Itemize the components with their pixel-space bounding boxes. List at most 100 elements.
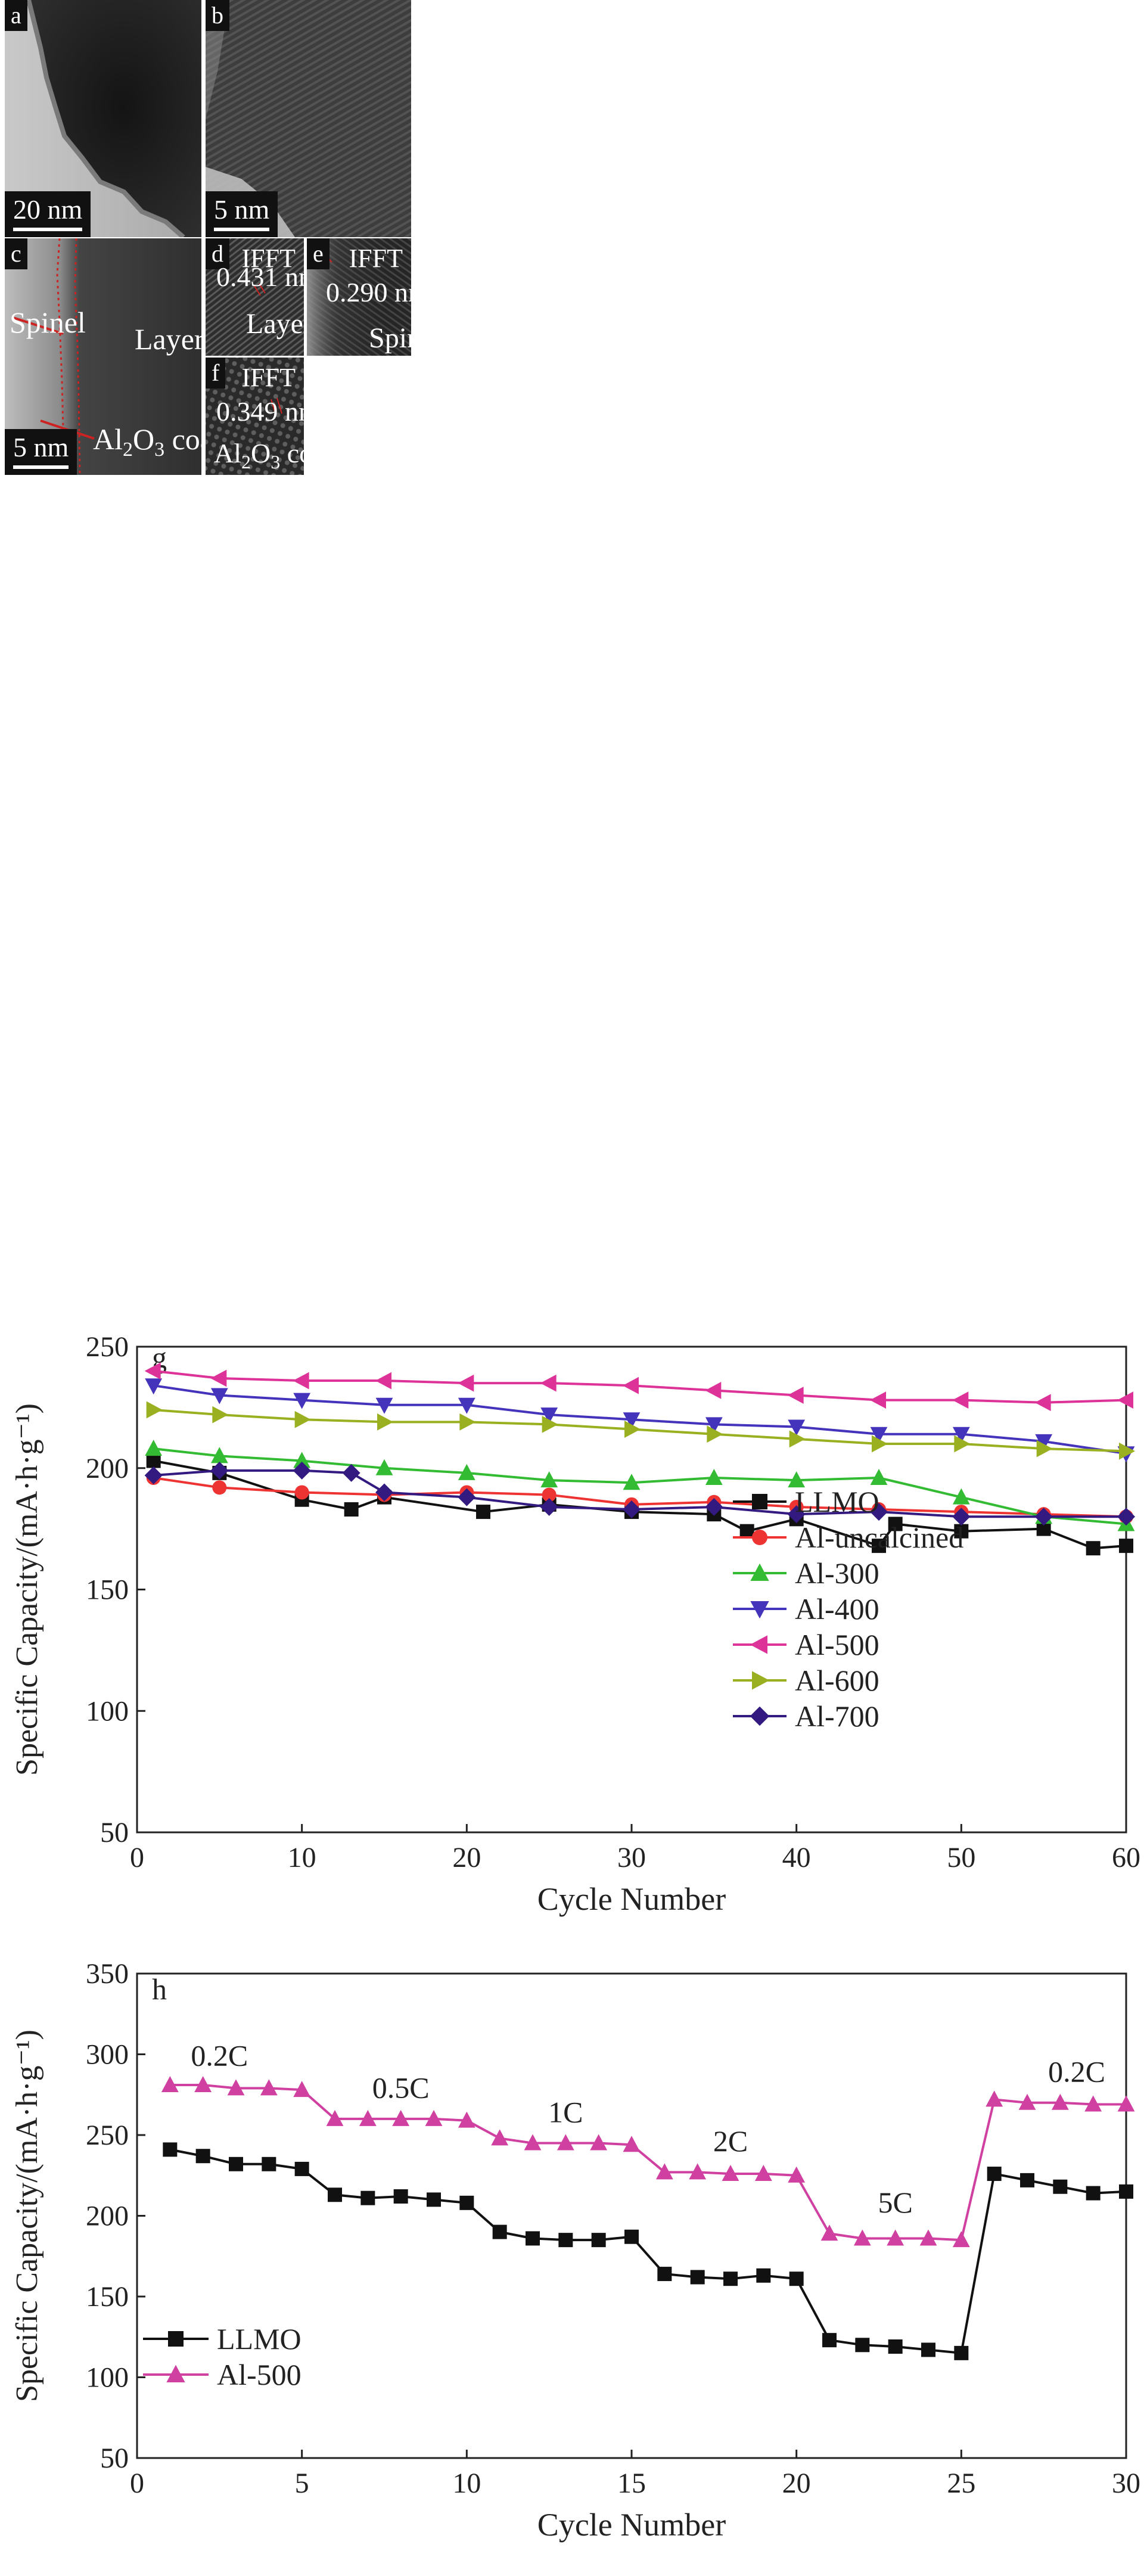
data-point: [1036, 1440, 1053, 1458]
data-point: [293, 1461, 311, 1480]
data-point: [723, 2272, 738, 2286]
data-point: [542, 1416, 558, 1433]
data-point: [146, 1453, 161, 1468]
legend-marker: [750, 1706, 770, 1726]
x-tick-label: 5: [295, 2468, 309, 2499]
data-point: [328, 2187, 342, 2202]
data-point: [1020, 2173, 1034, 2187]
data-point: [293, 1372, 309, 1390]
data-point: [1035, 1434, 1053, 1450]
spinel-arrow: [13, 316, 64, 335]
series-al-400: [145, 1378, 1135, 1463]
x-tick-label: 20: [452, 1842, 481, 1873]
legend-label: Al-700: [795, 1699, 879, 1733]
data-point: [689, 2163, 707, 2180]
coating-text-o: O: [133, 422, 155, 456]
data-point: [739, 1524, 754, 1539]
data-point: [524, 2134, 542, 2151]
data-point: [194, 2075, 212, 2092]
data-point: [1117, 1391, 1133, 1409]
data-point: [789, 2272, 804, 2286]
data-point: [590, 2134, 608, 2151]
data-point: [952, 1391, 969, 1409]
data-point: [954, 1435, 971, 1453]
data-point: [954, 2345, 969, 2360]
al2o3-coating-label-f: Al2O3 coating: [214, 437, 304, 473]
data-point: [1086, 2186, 1101, 2201]
data-point: [212, 1406, 229, 1424]
data-point: [144, 1362, 161, 1380]
series-al-500: [161, 2075, 1135, 2248]
panel-label-c: c: [5, 238, 27, 269]
al2o3-coating-label: Al2O3 coating: [93, 422, 201, 461]
legend-marker: [168, 2331, 184, 2347]
data-point: [789, 1430, 806, 1448]
scale-bar-line: [13, 465, 69, 469]
chart-g: 0 10 20 30 40 50 60 50 100 150 200 250 Cycle Number S…: [10, 1331, 1140, 1917]
series-line: [170, 2083, 1126, 2242]
data-point: [655, 2163, 673, 2180]
scale-bar-c: 5 nm: [5, 429, 77, 475]
x-tick-label: 30: [617, 1842, 646, 1873]
x-tick-label: 60: [1112, 1842, 1140, 1873]
data-point: [360, 2190, 375, 2205]
coating-sub-2: 2: [241, 451, 251, 473]
data-point: [375, 1397, 393, 1414]
rate-annotation: 0.5C: [372, 2071, 430, 2105]
data-point: [756, 2268, 771, 2283]
ifft-label-e: IFFT: [349, 244, 403, 273]
data-point: [344, 1502, 359, 1517]
y-tick-label: 200: [86, 1453, 129, 1484]
coating-text-word: coating: [172, 422, 201, 456]
coating-text-al: Al: [214, 438, 241, 468]
tem-panel-e: e IFFT 0.290 nm Spinel: [307, 238, 411, 356]
data-point: [377, 1413, 393, 1431]
x-tick-label: 15: [617, 2468, 646, 2499]
data-point: [870, 1503, 888, 1521]
data-point: [294, 1410, 311, 1428]
panel-label-a: a: [5, 0, 27, 31]
data-point: [393, 2189, 408, 2204]
data-point: [210, 1388, 228, 1404]
data-point: [293, 1393, 311, 1409]
data-point: [787, 1387, 804, 1404]
legend-marker: [750, 1601, 769, 1619]
coating-text-word: coating: [287, 438, 304, 468]
layered-label: Layered: [135, 322, 201, 356]
data-point: [542, 1487, 557, 1502]
data-point: [1117, 2095, 1135, 2112]
x-tick-label: 10: [288, 1842, 316, 1873]
data-point: [1034, 1394, 1051, 1412]
y-tick-label: 50: [100, 2443, 129, 2474]
y-tick-label: 300: [86, 2039, 129, 2071]
data-point: [1086, 1541, 1101, 1556]
tem-panel-b: b 5 nm: [206, 0, 411, 237]
ifft-label-d: IFFT: [241, 244, 296, 273]
data-point: [623, 1474, 641, 1490]
data-point: [591, 2233, 606, 2248]
chart-h: 0 5 10 15 20 25 30 50 100 150 200 250 300 350 Cycle Nu…: [10, 1958, 1140, 2543]
data-point: [458, 1374, 474, 1392]
y-axis-title: Specific Capacity/(mA·h·g⁻¹): [10, 2030, 44, 2402]
data-point: [624, 1421, 641, 1438]
scale-bar-line: [13, 228, 83, 231]
spinel-phase-label: Spinel: [369, 322, 411, 354]
rate-annotation: 1C: [548, 2095, 583, 2128]
data-point: [210, 1447, 228, 1463]
data-point: [1119, 1442, 1135, 1460]
data-point: [855, 2338, 870, 2353]
data-point: [952, 1488, 970, 1505]
data-point: [491, 2129, 509, 2146]
data-point: [458, 1463, 475, 1480]
data-point: [342, 1463, 360, 1482]
tem-panel-a: a 20 nm: [5, 0, 201, 237]
data-point: [623, 1500, 641, 1519]
data-point: [986, 2090, 1003, 2107]
data-point: [820, 2224, 838, 2241]
series-al-600: [146, 1401, 1135, 1460]
data-point: [427, 2192, 441, 2207]
data-point: [888, 1517, 903, 1531]
data-point: [822, 2333, 837, 2348]
panel-label-d: d: [206, 238, 229, 269]
series-al-500: [144, 1362, 1133, 1412]
